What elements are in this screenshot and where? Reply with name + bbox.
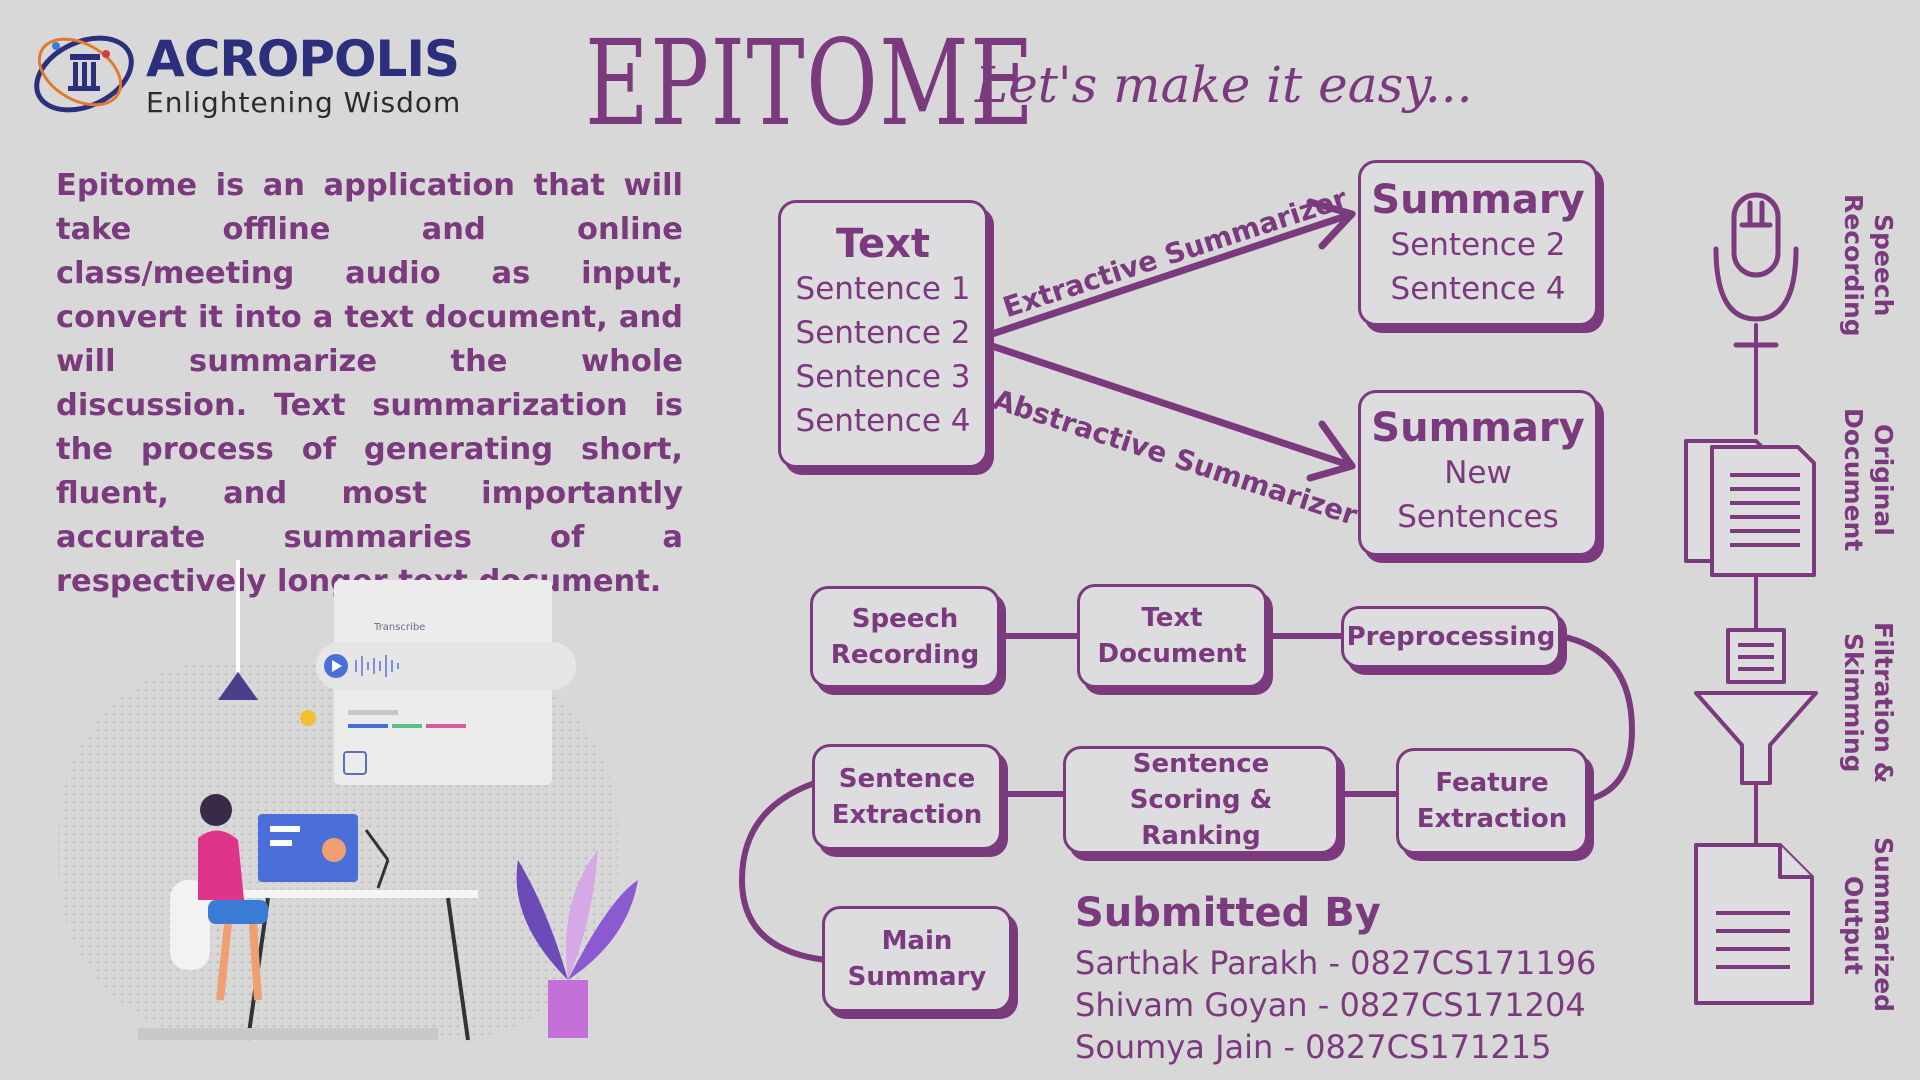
step-line: Scoring & Ranking <box>1129 785 1273 851</box>
logo-tagline: Enlightening Wisdom <box>146 86 462 119</box>
step-main-summary: Main Summary <box>822 906 1012 1012</box>
side-flow-graphic <box>1684 192 1818 1005</box>
workspace-illustration: Transcribe <box>58 560 638 1041</box>
step-line: Recording <box>830 640 980 670</box>
side-label-original: Original Document <box>1839 408 1898 552</box>
transcribe-label: Transcribe <box>373 622 425 633</box>
microphone-icon <box>1713 192 1799 348</box>
step-speech-recording: Speech Recording <box>810 586 1000 688</box>
side-label-speech: Speech Recording <box>1839 193 1898 337</box>
abstractive-summary-line: Sentences <box>1397 499 1559 535</box>
abstractive-summary-heading: Summary <box>1371 405 1585 451</box>
text-box-sentence: Sentence 4 <box>795 403 971 439</box>
step-line: Speech <box>851 604 959 634</box>
step-line: Main <box>881 926 953 956</box>
step-sentence-scoring: Sentence Scoring & Ranking <box>1063 746 1339 854</box>
step-line: Preprocessing <box>1346 622 1556 652</box>
step-line: Extraction <box>831 800 983 830</box>
page-tagline: Let's make it easy... <box>975 56 1473 114</box>
step-line: Summary <box>847 962 987 992</box>
side-label-filtration: Filtration & Skimming <box>1839 621 1898 784</box>
step-line: Extraction <box>1416 804 1568 834</box>
extractive-summary-line: Sentence 4 <box>1390 271 1566 307</box>
text-box-heading: Text <box>835 221 931 267</box>
member-name: Sarthak Parakh - 0827CS171196 <box>1075 944 1597 982</box>
step-line: Sentence <box>838 764 976 794</box>
document-stack-icon <box>1684 439 1816 577</box>
member-name: Soumya Jain - 0827CS171215 <box>1075 1028 1552 1066</box>
member-name: Shivam Goyan - 0827CS171204 <box>1075 986 1586 1024</box>
summarized-document-icon <box>1694 843 1814 1005</box>
text-source-box: Text Sentence 1 Sentence 2 Sentence 3 Se… <box>778 200 988 468</box>
step-line: Text <box>1141 603 1203 633</box>
side-label-summarized: Summarized Output <box>1839 837 1898 1013</box>
submitted-by-heading: Submitted By <box>1075 890 1381 936</box>
step-feature-extraction: Feature Extraction <box>1396 748 1588 854</box>
text-box-sentence: Sentence 2 <box>795 315 971 351</box>
extractive-summary-line: Sentence 2 <box>1390 227 1566 263</box>
step-line: Feature <box>1435 768 1549 798</box>
extractive-summary-box: Summary Sentence 2 Sentence 4 <box>1358 160 1598 326</box>
text-box-sentence: Sentence 1 <box>795 271 971 307</box>
step-preprocessing: Preprocessing <box>1341 606 1561 668</box>
page-title: EPITOME <box>585 14 1036 152</box>
text-box-sentence: Sentence 3 <box>795 359 971 395</box>
step-sentence-extraction: Sentence Extraction <box>812 744 1002 850</box>
abstractive-summary-line: New <box>1444 455 1512 491</box>
abstractive-summary-box: Summary New Sentences <box>1358 390 1598 556</box>
intro-paragraph: Epitome is an application that will take… <box>56 168 683 599</box>
extractive-summary-heading: Summary <box>1371 177 1585 223</box>
step-line: Document <box>1097 639 1247 669</box>
step-text-document: Text Document <box>1077 584 1267 688</box>
logo-name: ACROPOLIS <box>146 30 460 88</box>
acropolis-logo-icon <box>34 35 134 113</box>
filter-funnel-icon <box>1694 628 1818 785</box>
step-line: Sentence <box>1132 749 1270 779</box>
